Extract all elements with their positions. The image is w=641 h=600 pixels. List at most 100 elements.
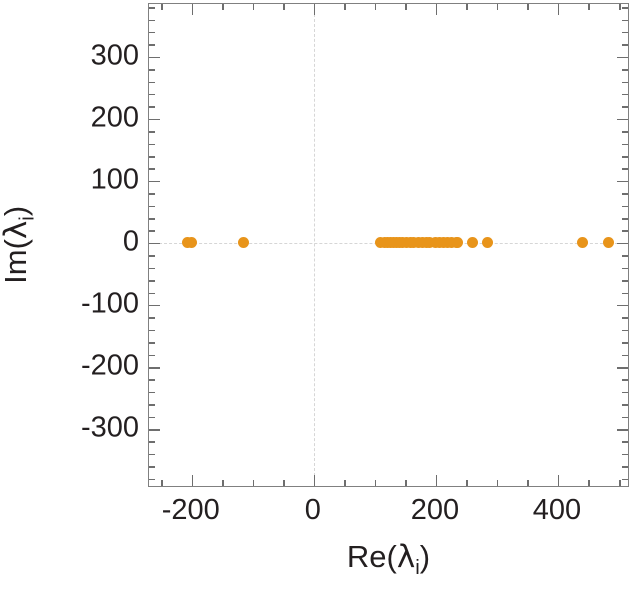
y-minor-tick-right <box>622 218 628 220</box>
x-major-tick <box>191 475 194 486</box>
y-minor-tick <box>149 354 155 357</box>
x-minor-tick-top <box>344 4 346 10</box>
y-minor-tick-right <box>622 69 628 71</box>
data-point <box>424 237 436 249</box>
y-minor-tick <box>149 404 155 406</box>
y-major-tick-right <box>617 180 628 183</box>
data-point <box>238 237 250 249</box>
x-major-tick-top <box>313 4 316 15</box>
x-minor-tick <box>496 480 499 486</box>
y-minor-tick-right <box>622 106 628 108</box>
y-minor-tick <box>149 379 155 381</box>
y-minor-tick-right <box>622 292 628 295</box>
x-tick-label: 0 <box>304 494 321 526</box>
y-minor-tick-right <box>622 93 628 96</box>
y-minor-tick-right <box>622 453 628 456</box>
y-minor-tick-right <box>622 230 628 232</box>
data-point <box>467 237 478 249</box>
y-axis-title-text: Im(λi) <box>0 205 39 284</box>
y-minor-tick <box>149 205 155 208</box>
y-minor-tick <box>149 44 155 46</box>
y-tick-label: -300 <box>80 411 139 444</box>
y-minor-tick-right <box>622 267 628 270</box>
y-minor-tick-right <box>622 81 628 84</box>
y-minor-tick-right <box>622 478 628 481</box>
y-minor-tick <box>149 218 155 220</box>
y-minor-tick-right <box>622 280 628 282</box>
y-major-tick-right <box>617 429 628 431</box>
y-minor-tick-right <box>622 441 628 443</box>
y-minor-tick-right <box>622 255 628 257</box>
y-minor-tick <box>149 255 155 257</box>
y-minor-tick-right <box>622 342 628 344</box>
y-minor-tick-right <box>622 44 628 46</box>
x-minor-tick <box>161 480 163 486</box>
x-minor-tick <box>619 480 621 486</box>
x-major-tick <box>435 475 438 486</box>
y-axis-tick-labels: -300 -200 -100 0 100 200 300 <box>0 0 139 600</box>
y-minor-tick <box>149 342 155 344</box>
y-minor-tick-right <box>622 354 628 357</box>
y-minor-tick-right <box>622 193 628 195</box>
data-point <box>186 237 198 249</box>
y-axis-title: Im(λi) <box>0 0 41 490</box>
x-minor-tick-top <box>161 4 163 10</box>
y-minor-tick <box>149 93 155 96</box>
plot-area <box>148 3 629 487</box>
data-point <box>602 237 614 249</box>
y-minor-tick <box>149 453 155 456</box>
y-minor-tick-right <box>622 31 628 34</box>
y-minor-tick <box>149 416 155 419</box>
y-minor-tick-right <box>622 7 628 9</box>
y-tick-label: -200 <box>80 349 139 382</box>
y-minor-tick <box>149 280 155 282</box>
y-minor-tick <box>149 292 155 295</box>
data-point <box>577 237 589 249</box>
y-tick-label: -100 <box>80 287 139 320</box>
y-minor-tick <box>149 31 155 34</box>
y-minor-tick-right <box>622 131 628 133</box>
x-axis-title-text: Re(λi) <box>346 539 431 580</box>
x-tick-label: -200 <box>161 494 220 526</box>
y-minor-tick <box>149 329 155 332</box>
y-major-tick <box>149 429 160 431</box>
y-major-tick <box>149 56 160 59</box>
y-major-tick-right <box>617 242 628 245</box>
data-point <box>482 237 494 249</box>
x-minor-tick-top <box>619 4 621 10</box>
y-minor-tick <box>149 391 155 394</box>
y-minor-tick <box>149 7 155 9</box>
x-minor-tick <box>283 480 285 486</box>
y-minor-tick <box>149 230 155 232</box>
y-minor-tick <box>149 156 155 158</box>
y-minor-tick <box>149 69 155 71</box>
y-minor-tick-right <box>622 205 628 208</box>
x-minor-tick <box>344 480 346 486</box>
y-minor-tick <box>149 267 155 270</box>
y-major-tick-right <box>617 56 628 59</box>
y-major-tick-right <box>617 304 628 307</box>
x-minor-tick <box>374 480 377 486</box>
y-minor-tick <box>149 168 155 170</box>
x-minor-tick-top <box>222 4 224 10</box>
y-minor-tick <box>149 106 155 108</box>
y-major-tick <box>149 367 160 369</box>
y-minor-tick <box>149 131 155 133</box>
y-major-tick <box>149 242 160 245</box>
x-minor-tick <box>252 480 255 486</box>
x-minor-tick <box>527 480 529 486</box>
x-major-tick-top <box>435 4 438 15</box>
y-tick-label: 100 <box>90 163 139 196</box>
x-minor-tick-top <box>405 4 407 10</box>
y-major-tick <box>149 118 160 121</box>
x-major-tick <box>557 475 560 486</box>
data-point <box>451 237 463 249</box>
y-minor-tick-right <box>622 416 628 419</box>
x-minor-tick <box>222 480 224 486</box>
y-minor-tick-right <box>622 379 628 381</box>
x-major-tick-top <box>557 4 560 15</box>
y-tick-label: 300 <box>90 39 139 72</box>
y-major-tick-right <box>617 118 628 121</box>
y-minor-tick <box>149 317 155 319</box>
x-minor-tick-top <box>588 4 590 10</box>
